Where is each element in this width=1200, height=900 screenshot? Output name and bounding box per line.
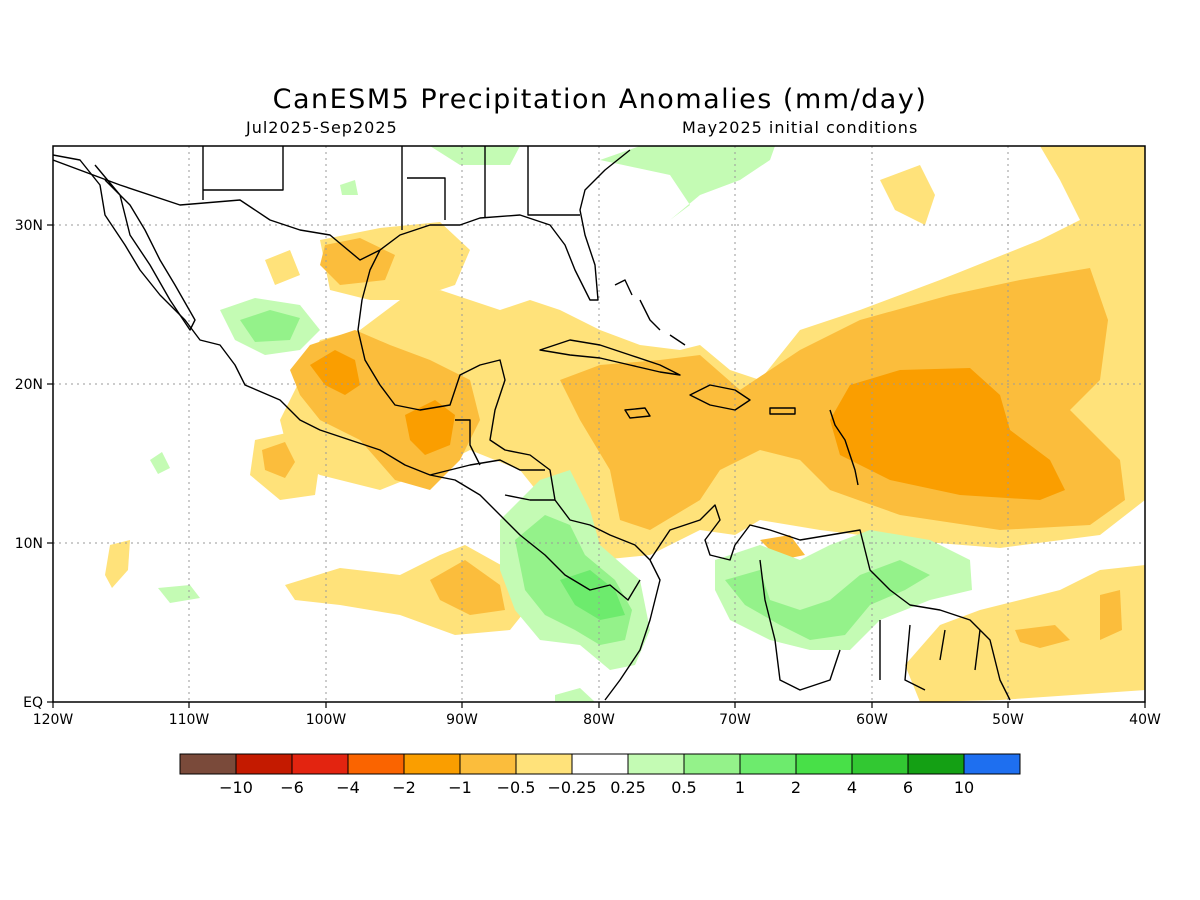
borders-south-america [604, 559, 981, 701]
coast-us-gulf [379, 149, 631, 301]
anomaly-strong-dry [310, 350, 1065, 500]
dry-region-small-mexico [265, 250, 300, 285]
colorbar-swatch [963, 753, 1021, 775]
coastlines [53, 146, 1011, 701]
colorbar-label: −6 [280, 778, 304, 797]
x-tick-label: 60W [856, 712, 888, 728]
x-axis-labels: 120W 110W 100W 90W 80W 70W 60W 50W 40W [33, 712, 1161, 728]
wet-region-pacific-south [158, 585, 200, 603]
dry-mid-gulf [320, 238, 395, 285]
colorbar-swatch [235, 753, 293, 775]
dry-mid-venezuela [760, 535, 805, 560]
border-us-mexico [53, 159, 381, 261]
coast-cuba [539, 339, 681, 376]
coast-jamaica [624, 407, 651, 419]
colorbar-label: −1 [448, 778, 472, 797]
y-tick-label: 20N [15, 377, 43, 393]
colorbar-label: −10 [219, 778, 253, 797]
x-tick-label: 120W [33, 712, 74, 728]
borders-central-america [429, 419, 555, 501]
dry-region-northeast-blob [880, 165, 935, 225]
y-tick-label: EQ [23, 695, 43, 711]
x-tick-label: 100W [306, 712, 347, 728]
wet-region-south-edge [555, 688, 595, 702]
colorbar-label: −4 [336, 778, 360, 797]
colorbar-swatch [515, 753, 573, 775]
axis-ticks [47, 224, 1146, 708]
colorbar-swatch [795, 753, 853, 775]
x-tick-label: 40W [1129, 712, 1161, 728]
y-axis-labels: EQ 10N 20N 30N [15, 218, 43, 711]
dry-mid-pacific [262, 442, 295, 478]
colorbar-label: 0.25 [610, 778, 646, 797]
borders-us-states [202, 146, 580, 230]
dry-mid-guianas [1015, 625, 1070, 648]
anomaly-fields [105, 146, 1145, 702]
colorbar-label: 1 [735, 778, 745, 797]
colorbar-swatch [459, 753, 517, 775]
dry-strong-atlantic [830, 368, 1065, 500]
wet-mid-mexico [240, 310, 300, 342]
colorbar-label: 4 [847, 778, 857, 797]
x-tick-label: 90W [446, 712, 478, 728]
coast-hispaniola [689, 384, 751, 411]
colorbar-label: 10 [954, 778, 974, 797]
dry-mid-south-pacific [430, 560, 505, 615]
colorbar-label: −0.25 [547, 778, 596, 797]
coast-venezuela-colombia [649, 504, 1011, 701]
colorbar-swatch [907, 753, 965, 775]
dry-strong-gulf [405, 400, 455, 455]
wet-region-gulf-north [340, 180, 358, 195]
colorbar-swatch [179, 753, 237, 775]
colorbar-label: −0.5 [497, 778, 536, 797]
y-tick-label: 30N [15, 218, 43, 234]
x-tick-label: 80W [583, 712, 615, 728]
coast-lesser-antilles [829, 409, 859, 486]
gridlines [53, 146, 1145, 702]
wet-mid-venezuela [725, 560, 930, 640]
coast-baja [94, 164, 196, 331]
colorbar-swatch [403, 753, 461, 775]
colorbar-swatch [739, 753, 797, 775]
colorbar-swatch [851, 753, 909, 775]
wet-region-north [600, 146, 775, 220]
initial-conditions: May2025 initial conditions [682, 118, 919, 137]
colorbar-swatch [683, 753, 741, 775]
dry-region-small-west [105, 540, 130, 588]
coast-gulf-mexico [357, 249, 651, 561]
dry-mid-east [1100, 590, 1122, 640]
colorbar-swatch [347, 753, 405, 775]
x-tick-label: 70W [719, 712, 751, 728]
x-tick-label: 50W [992, 712, 1024, 728]
coast-puerto-rico [769, 407, 796, 415]
colorbar-label: 0.5 [671, 778, 696, 797]
valid-period: Jul2025-Sep2025 [246, 118, 398, 137]
wet-region-pacific-small [150, 452, 170, 474]
colorbar-label: 2 [791, 778, 801, 797]
colorbar-swatch [571, 753, 629, 775]
colorbar-swatch [291, 753, 349, 775]
wet-region-north-left [430, 146, 520, 165]
coast-mexico-pacific [53, 154, 641, 601]
colorbar-label: 6 [903, 778, 913, 797]
colorbar-label: −2 [392, 778, 416, 797]
colorbar: −10 −6 −4 −2 −1 −0.5 −0.25 0.25 0.5 1 2 4 6 10 [179, 753, 1021, 797]
colorbar-swatch [627, 753, 685, 775]
coast-bahamas [614, 279, 686, 346]
chart-title: CanESM5 Precipitation Anomalies (mm/day) [272, 84, 928, 115]
x-tick-label: 110W [169, 712, 210, 728]
y-tick-label: 10N [15, 536, 43, 552]
